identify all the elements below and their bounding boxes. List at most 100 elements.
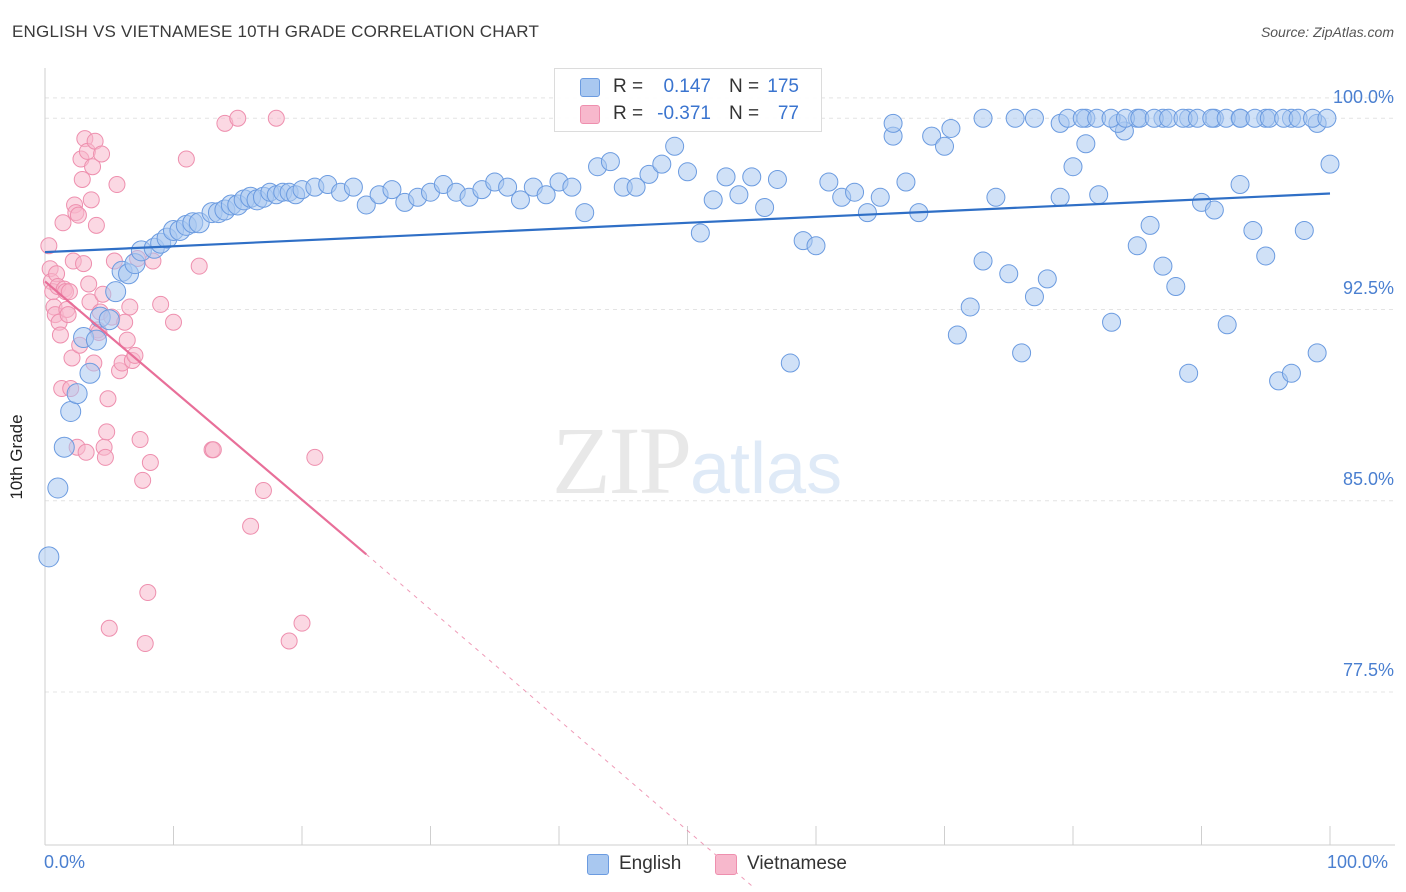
- vietnamese-point: [229, 109, 247, 127]
- english-point: [935, 136, 954, 156]
- english-point: [47, 477, 69, 499]
- english-point: [652, 154, 672, 174]
- english-point: [716, 167, 736, 187]
- english-point: [1256, 246, 1276, 266]
- r-label: R =: [613, 103, 644, 124]
- english-point: [85, 329, 107, 351]
- english-point: [60, 401, 82, 422]
- vietnamese-point: [280, 632, 298, 650]
- watermark-atlas: atlas: [690, 429, 843, 509]
- english-point: [1307, 343, 1327, 363]
- vietnamese-points: [40, 109, 324, 653]
- english-point: [626, 177, 646, 197]
- axis-layer: [44, 68, 1395, 846]
- english-point: [575, 203, 595, 223]
- vietnamese-point: [139, 584, 157, 602]
- vietnamese-point: [40, 237, 58, 255]
- vietnamese-point: [204, 441, 222, 459]
- legend-row-vietnamese: R = -0.371 N = 77: [555, 101, 821, 127]
- r-label: R =: [613, 76, 644, 97]
- english-point: [1230, 175, 1250, 195]
- english-point: [1024, 287, 1044, 307]
- english-point: [98, 309, 120, 331]
- x-tick-label: 0.0%: [44, 852, 86, 872]
- english-point: [1153, 256, 1173, 276]
- vietnamese-point: [80, 275, 98, 293]
- english-point: [1166, 277, 1186, 297]
- english-point: [79, 362, 101, 384]
- vietnamese-point: [190, 257, 208, 275]
- vietnamese-point: [87, 216, 105, 234]
- english-point: [382, 180, 402, 200]
- vietnamese-point: [54, 214, 72, 232]
- y-tick-label: 77.5%: [1342, 660, 1394, 680]
- english-point: [806, 236, 826, 256]
- english-point: [947, 325, 967, 345]
- vietnamese-point: [73, 170, 91, 188]
- english-point: [665, 136, 685, 156]
- legend-label-vietnamese: Vietnamese: [747, 853, 847, 874]
- english-point: [38, 546, 60, 568]
- english-point: [53, 436, 75, 458]
- vietnamese-point: [59, 306, 77, 324]
- english-point: [1076, 134, 1096, 154]
- english-point: [742, 167, 762, 187]
- vietnamese-point: [177, 150, 195, 168]
- english-point: [1024, 108, 1044, 128]
- english-point: [767, 169, 787, 189]
- english-point: [1243, 220, 1263, 240]
- english-point: [498, 177, 518, 197]
- stats-legend: R = 0.147 N = 175 R = -0.371 N = 77: [554, 68, 822, 132]
- vietnamese-point: [60, 283, 78, 301]
- y-tick-label: 92.5%: [1342, 278, 1394, 298]
- vietnamese-point: [93, 145, 111, 163]
- vietnamese-point: [96, 448, 114, 466]
- y-tick-label: 85.0%: [1342, 469, 1394, 489]
- vietnamese-point: [69, 206, 87, 224]
- vietnamese-point: [165, 313, 182, 331]
- vietnamese-swatch: [580, 105, 600, 124]
- vietnamese-trend-line: [44, 280, 367, 556]
- vietnamese-point: [134, 471, 152, 489]
- english-point: [729, 185, 749, 205]
- trend-layer: [44, 192, 1331, 887]
- vietnamese-point: [267, 109, 285, 127]
- n-label: N =: [729, 76, 760, 97]
- english-point: [883, 113, 903, 133]
- english-point: [1037, 269, 1057, 289]
- n-value: 175: [767, 76, 799, 97]
- y-tick-label: 100.0%: [1332, 87, 1394, 107]
- vietnamese-point: [306, 448, 324, 466]
- x-tick-label: 100.0%: [1327, 852, 1389, 872]
- english-point: [960, 297, 980, 317]
- watermark: ZIPatlas: [552, 405, 842, 516]
- english-point: [703, 190, 723, 210]
- vietnamese-point: [81, 293, 99, 311]
- r-value: 0.147: [663, 76, 711, 97]
- n-value: 77: [777, 103, 799, 124]
- english-point: [845, 182, 865, 202]
- vietnamese-point: [152, 295, 170, 313]
- english-point: [755, 198, 775, 217]
- vietnamese-point: [141, 454, 159, 471]
- english-point: [678, 162, 697, 182]
- legend-label-english: English: [619, 853, 682, 874]
- english-point: [66, 383, 88, 405]
- english-point: [1005, 108, 1025, 128]
- english-point: [1063, 157, 1083, 177]
- english-point: [819, 172, 839, 192]
- vietnamese-trend-extension: [365, 553, 753, 887]
- english-point: [1204, 200, 1224, 220]
- english-point: [1012, 343, 1032, 363]
- english-point: [1294, 220, 1314, 240]
- english-point: [986, 187, 1006, 207]
- english-point: [857, 203, 877, 223]
- r-value: -0.371: [657, 103, 711, 124]
- english-point: [536, 185, 556, 205]
- english-swatch: [580, 78, 600, 97]
- english-points: [38, 108, 1340, 568]
- vietnamese-point: [63, 349, 81, 367]
- vietnamese-swatch: [715, 854, 737, 875]
- english-point: [1102, 312, 1122, 332]
- english-point: [562, 177, 582, 197]
